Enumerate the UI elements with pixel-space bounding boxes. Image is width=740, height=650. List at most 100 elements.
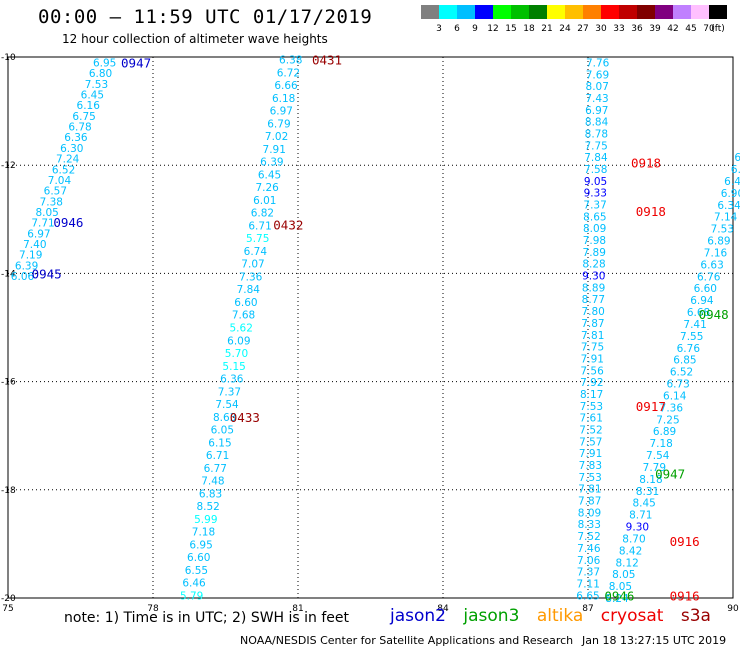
swh-value-label: 8.89 [582, 282, 605, 294]
colorbar-label: 21 [541, 24, 552, 34]
swh-value-label: 6.06 [11, 271, 35, 283]
swh-value-label: 6.46 [182, 578, 206, 590]
mission-jason3: jason3 [463, 606, 520, 626]
swh-value-label: 7.89 [583, 247, 606, 259]
x-tick-label: 81 [292, 604, 303, 614]
swh-value-label: 7.25 [656, 414, 679, 426]
swh-value-label: 6.30 [60, 143, 83, 155]
plot-frame [7, 56, 734, 599]
pass-time-label: 0432 [273, 218, 303, 233]
swh-value-label: 6.48 [724, 176, 740, 188]
y-tick-label: -20 [1, 594, 16, 604]
credit-line: NOAA/NESDIS Center for Satellite Applica… [240, 634, 574, 647]
colorbar-swatch [619, 5, 637, 19]
swh-value-label: 8.65 [583, 211, 606, 223]
swh-value-label: 6.34 [717, 200, 740, 212]
swh-value-label: 7.19 [19, 250, 42, 262]
swh-value-label: 9.30 [582, 271, 605, 283]
swh-value-label: 6.39 [15, 260, 38, 272]
swh-value-label: 6.94 [690, 295, 714, 307]
swh-value-label: 5.75 [246, 233, 269, 245]
colorbar-swatch [601, 5, 619, 19]
swh-value-label: 6.95 [189, 539, 212, 551]
swh-value-label: 7.54 [646, 450, 670, 462]
swh-value-label: 7.87 [581, 318, 604, 330]
swh-value-label: 7.40 [23, 239, 46, 251]
swh-value-label: 6.95 [93, 57, 116, 69]
pass-time-label: 0918 [636, 204, 666, 219]
colorbar-label: 36 [631, 24, 643, 34]
swh-value-label: 7.84 [237, 284, 261, 296]
swh-value-label: 6.60 [187, 552, 210, 564]
swh-value-label: 6.89 [653, 426, 676, 438]
footer-note: note: 1) Time is in UTC; 2) SWH is in fe… [64, 610, 350, 626]
colorbar-swatch [565, 5, 583, 19]
swh-value-label: 7.24 [56, 154, 80, 166]
swh-value-label: 6.18 [272, 93, 295, 105]
swh-value-label: 7.79 [643, 462, 666, 474]
chart-title: 00:00 – 11:59 UTC 01/17/2019 [38, 6, 373, 28]
swh-value-label: 7.84 [584, 152, 608, 164]
mission-s3a: s3a [680, 606, 711, 626]
swh-value-label: 8.05 [609, 581, 632, 593]
swh-value-label: 6.5 [734, 152, 740, 164]
swh-value-label: 8.18 [639, 474, 662, 486]
swh-value-label: 6.60 [694, 283, 717, 295]
swh-value-label: 8.17 [580, 389, 603, 401]
x-tick-label: 75 [2, 604, 13, 614]
swh-value-label: 8.71 [629, 510, 652, 522]
swh-value-label: 7.61 [580, 413, 603, 425]
swh-value-label: 6.15 [208, 437, 231, 449]
y-tick-label: -18 [1, 486, 16, 496]
swh-value-label: 7.52 [579, 425, 602, 437]
swh-value-label: 6.73 [666, 379, 689, 391]
swh-value-label: 6.71 [248, 220, 271, 232]
swh-value-label: 7.80 [581, 306, 604, 318]
swh-value-label: 7.55 [680, 331, 703, 343]
swh-value-label: 8.31 [636, 486, 659, 498]
swh-value-label: 7.37 [218, 386, 241, 398]
swh-value-label: 7.91 [263, 144, 286, 156]
swh-value-label: 9.30 [626, 522, 649, 534]
colorbar-swatch [511, 5, 529, 19]
swh-value-label: 7.37 [577, 567, 600, 579]
swh-value-label: 6.60 [234, 297, 257, 309]
swh-value-label: 8.09 [583, 223, 606, 235]
swh-value-label: 6.38 [279, 55, 302, 67]
swh-value-label: 7.53 [85, 79, 108, 91]
colorbar-label: 30 [595, 24, 607, 34]
swh-value-label: 7.11 [577, 578, 600, 590]
swh-value-label: 6.16 [77, 100, 101, 112]
colorbar-swatch [457, 5, 475, 19]
colorbar-label: 15 [505, 24, 516, 34]
y-tick-label: -14 [1, 269, 16, 279]
colorbar-swatch [691, 5, 709, 19]
swh-value-label: 8.84 [585, 117, 609, 129]
swh-value-label: 8.63 [213, 412, 236, 424]
swh-value-label: 7.46 [577, 543, 601, 555]
swh-value-label: 8.77 [582, 294, 605, 306]
swh-value-label: 6.45 [81, 89, 104, 101]
swh-value-label: 8.70 [622, 533, 645, 545]
mission-altika: altika [536, 606, 584, 626]
swh-value-label: 6.5 [731, 164, 740, 176]
pass-time-label: 0433 [230, 410, 260, 425]
x-tick-label: 87 [582, 604, 593, 614]
pass-time-label: 0945 [32, 266, 62, 281]
swh-value-label: 5.62 [230, 323, 253, 335]
swh-value-label: 7.91 [581, 353, 604, 365]
swh-value-label: 7.48 [201, 476, 224, 488]
swh-value-label: 7.36 [239, 271, 263, 283]
generation-timestamp: Jan 18 13:27:15 UTC 2019 [582, 634, 727, 647]
swh-value-label: 7.76 [586, 57, 610, 69]
colorbar-label: 70 [703, 24, 715, 34]
y-tick-label: -10 [1, 53, 16, 63]
swh-value-label: 7.69 [586, 69, 609, 81]
swh-value-label: 6.79 [267, 118, 290, 130]
swh-value-label: 7.04 [48, 175, 72, 187]
swh-value-label: 6.09 [227, 335, 250, 347]
swh-value-label: 7.53 [578, 472, 601, 484]
swh-value-label: 6.39 [260, 157, 283, 169]
swh-value-label: 8.28 [582, 259, 605, 271]
